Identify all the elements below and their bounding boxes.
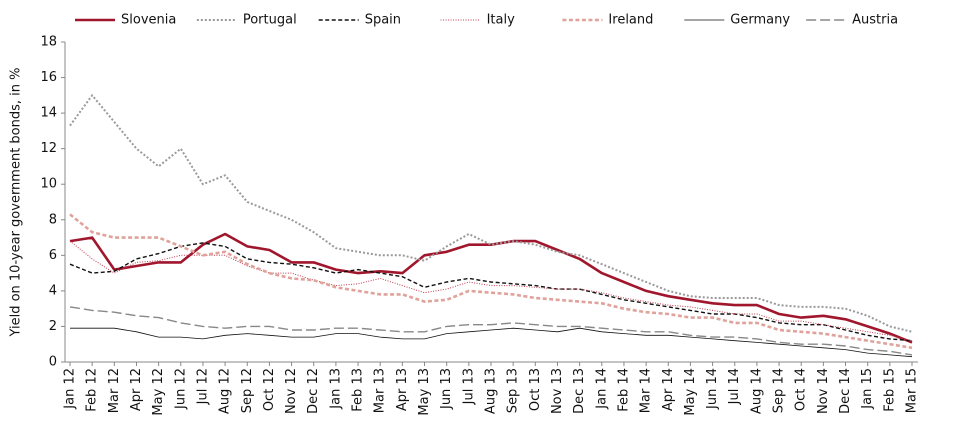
x-tick-label: Aug 12 bbox=[218, 368, 233, 414]
y-axis-label: Yield on 10-year government bonds, in % bbox=[9, 67, 24, 337]
x-tick-label: Mar 13 bbox=[373, 368, 388, 413]
x-tick-label: Apr 12 bbox=[129, 368, 144, 411]
x-tick-label: Feb 13 bbox=[351, 368, 366, 412]
x-tick-label: Nov 14 bbox=[816, 368, 831, 414]
x-tick-label: May 12 bbox=[151, 368, 166, 416]
x-tick-label: Aug 13 bbox=[484, 368, 499, 414]
legend-label: Austria bbox=[852, 13, 898, 28]
x-tick-label: May 13 bbox=[417, 368, 432, 416]
x-tick-label: Mar 12 bbox=[107, 368, 122, 413]
legend-label: Italy bbox=[487, 13, 516, 28]
legend-label: Spain bbox=[365, 13, 401, 28]
x-tick-label: Mar 14 bbox=[639, 368, 654, 413]
x-tick-label: Jul 12 bbox=[195, 368, 210, 405]
y-tick-label: 12 bbox=[40, 141, 57, 156]
x-tick-label: Sep 12 bbox=[240, 368, 255, 413]
y-tick-label: 18 bbox=[40, 35, 57, 50]
x-tick-label: Jul 14 bbox=[727, 368, 742, 405]
x-tick-label: Jun 13 bbox=[439, 368, 454, 410]
x-tick-label: Sep 14 bbox=[772, 368, 787, 413]
x-tick-label: Jan 14 bbox=[594, 368, 609, 410]
x-tick-label: Feb 12 bbox=[85, 368, 100, 412]
x-tick-label: Nov 12 bbox=[284, 368, 299, 414]
y-tick-label: 16 bbox=[40, 70, 57, 85]
x-tick-label: Feb 15 bbox=[882, 368, 897, 412]
x-tick-label: Sep 13 bbox=[506, 368, 521, 413]
x-tick-label: Jan 12 bbox=[63, 368, 78, 410]
x-tick-label: Dec 13 bbox=[572, 368, 587, 414]
legend-label: Portugal bbox=[243, 13, 297, 28]
y-tick-label: 2 bbox=[49, 319, 57, 334]
x-tick-label: May 14 bbox=[683, 368, 698, 416]
x-tick-label: Aug 14 bbox=[749, 368, 764, 414]
x-tick-label: Jun 12 bbox=[173, 368, 188, 410]
x-tick-label: Nov 13 bbox=[550, 368, 565, 414]
y-tick-label: 0 bbox=[49, 355, 57, 370]
series-line bbox=[69, 213, 913, 350]
x-tick-label: Apr 13 bbox=[395, 368, 410, 411]
x-tick-label: Apr 14 bbox=[661, 368, 676, 411]
series-line bbox=[69, 242, 913, 342]
x-tick-label: Oct 12 bbox=[262, 368, 277, 411]
series-line bbox=[69, 94, 913, 333]
series-line bbox=[69, 232, 913, 344]
x-tick-label: Oct 14 bbox=[794, 368, 809, 411]
series-line bbox=[70, 327, 913, 358]
x-tick-label: Jun 14 bbox=[705, 368, 720, 410]
legend-label: Ireland bbox=[608, 13, 653, 28]
x-tick-label: Feb 14 bbox=[616, 368, 631, 412]
legend-label: Germany bbox=[730, 13, 790, 28]
legend-label: Slovenia bbox=[121, 13, 176, 28]
y-tick-label: 6 bbox=[49, 248, 57, 263]
x-tick-label: Mar 15 bbox=[905, 368, 920, 413]
x-tick-label: Dec 12 bbox=[306, 368, 321, 414]
y-tick-label: 14 bbox=[40, 106, 57, 121]
series-line bbox=[69, 306, 913, 356]
y-tick-label: 4 bbox=[49, 283, 57, 298]
y-tick-label: 8 bbox=[49, 212, 57, 227]
series-line bbox=[69, 240, 913, 342]
x-tick-label: Oct 13 bbox=[528, 368, 543, 411]
x-tick-label: Jan 15 bbox=[860, 368, 875, 410]
y-tick-label: 10 bbox=[40, 177, 57, 192]
x-tick-label: Dec 14 bbox=[838, 368, 853, 414]
x-tick-label: Jul 13 bbox=[461, 368, 476, 405]
x-tick-label: Jan 13 bbox=[328, 368, 343, 410]
